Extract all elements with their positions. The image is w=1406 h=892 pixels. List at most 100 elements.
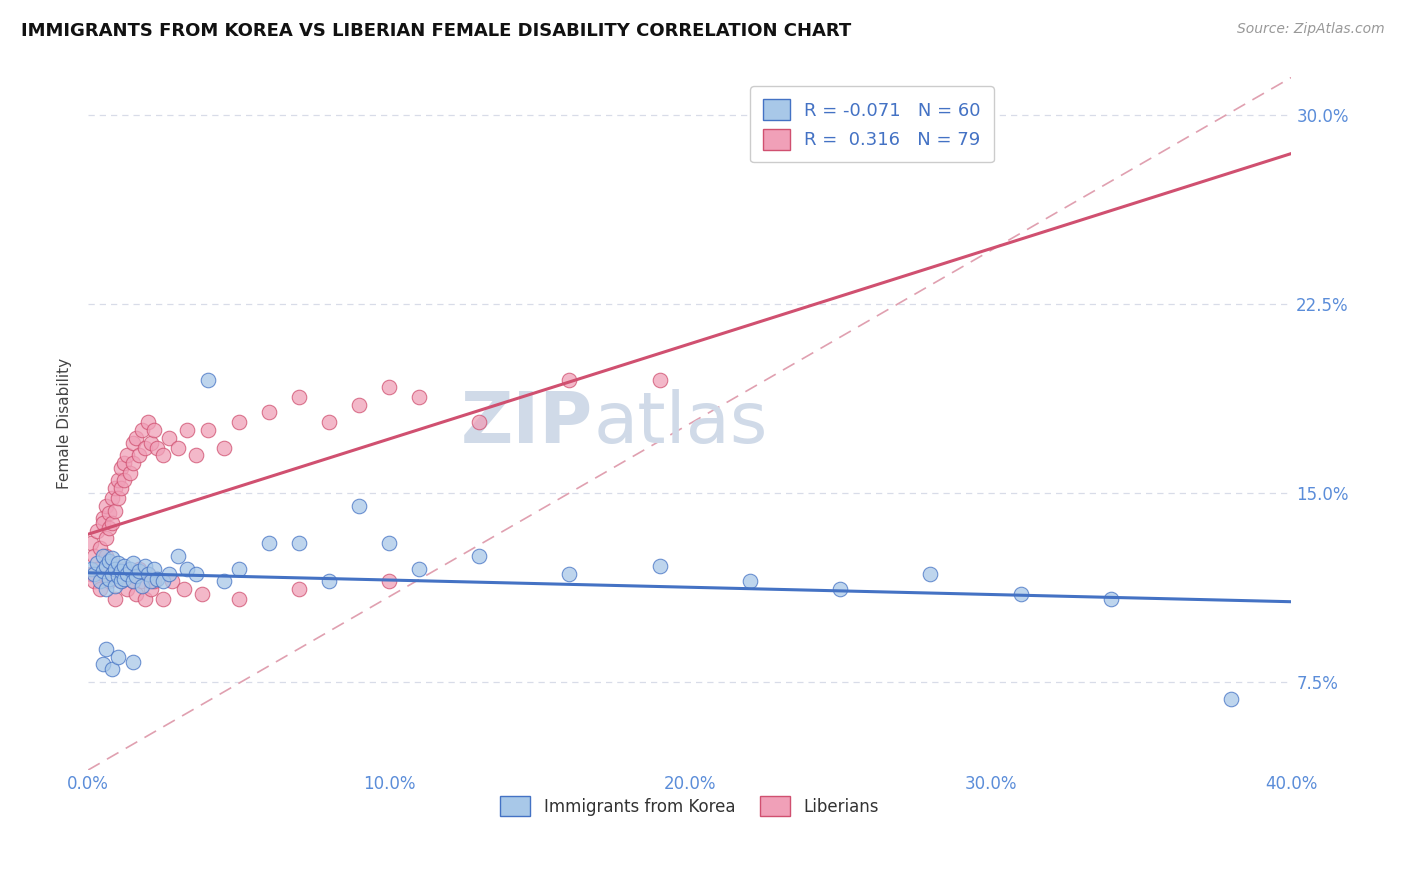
Point (104, 561, 127, 575)
Point (378, 536, 401, 550)
Point (117, 566, 139, 581)
Point (89, 582, 111, 596)
Point (96, 549, 118, 563)
Point (197, 373, 219, 387)
Point (257, 405, 280, 419)
Point (117, 582, 139, 596)
Point (120, 466, 142, 480)
Point (104, 503, 127, 517)
Point (96, 642, 118, 657)
Point (120, 561, 142, 575)
Point (143, 561, 166, 575)
Point (98, 554, 121, 568)
Point (117, 448, 139, 462)
Point (104, 481, 127, 495)
Legend: Immigrants from Korea, Liberians: Immigrants from Korea, Liberians (492, 788, 887, 824)
Point (152, 574, 174, 588)
Point (112, 561, 135, 575)
Point (212, 441, 235, 455)
Point (96, 582, 118, 596)
Point (112, 559, 135, 574)
Point (468, 416, 491, 430)
Point (318, 416, 340, 430)
Point (134, 559, 156, 574)
Point (152, 591, 174, 606)
Point (228, 416, 250, 430)
Point (110, 574, 132, 588)
Point (134, 591, 156, 606)
Point (89, 541, 111, 556)
Point (191, 587, 214, 601)
Point (920, 566, 942, 581)
Point (134, 441, 156, 455)
Point (83, 574, 105, 588)
Point (86, 524, 108, 538)
Point (648, 559, 671, 574)
Point (101, 551, 124, 566)
Point (131, 579, 153, 593)
Point (186, 566, 208, 581)
Point (91, 516, 114, 531)
Point (80, 536, 103, 550)
Text: IMMIGRANTS FROM KOREA VS LIBERIAN FEMALE DISABILITY CORRELATION CHART: IMMIGRANTS FROM KOREA VS LIBERIAN FEMALE… (21, 22, 852, 40)
Point (91, 564, 114, 578)
Point (347, 398, 370, 412)
Point (257, 536, 280, 550)
Point (408, 390, 430, 404)
Point (378, 380, 401, 394)
Point (136, 566, 159, 581)
Point (197, 423, 219, 437)
Point (128, 448, 150, 462)
Point (136, 416, 159, 430)
Point (131, 423, 153, 437)
Point (86, 557, 108, 571)
Point (83, 549, 105, 563)
Point (136, 566, 159, 581)
Point (112, 572, 135, 586)
Point (83, 566, 105, 581)
Point (101, 662, 124, 676)
Point (1099, 591, 1122, 606)
Point (91, 566, 114, 581)
Text: ZIP: ZIP (461, 389, 593, 458)
Point (131, 574, 153, 588)
Point (91, 657, 114, 672)
Point (167, 441, 190, 455)
Point (89, 574, 111, 588)
Point (408, 561, 430, 575)
Point (125, 587, 148, 601)
Point (104, 591, 127, 606)
Point (110, 481, 132, 495)
Point (101, 516, 124, 531)
Point (112, 474, 135, 488)
Point (468, 549, 491, 563)
Point (830, 582, 852, 596)
Point (228, 561, 250, 575)
Point (287, 536, 309, 550)
Point (110, 460, 132, 475)
Point (98, 572, 121, 586)
Point (107, 474, 129, 488)
Point (98, 574, 121, 588)
Point (120, 566, 142, 581)
Point (80, 561, 103, 575)
Point (157, 566, 180, 581)
Point (122, 557, 145, 571)
Point (378, 574, 401, 588)
Point (212, 574, 235, 588)
Point (110, 574, 132, 588)
Point (91, 511, 114, 525)
Point (101, 557, 124, 571)
Point (104, 579, 127, 593)
Point (186, 448, 208, 462)
Point (146, 441, 169, 455)
Point (173, 582, 195, 596)
Point (101, 566, 124, 581)
Point (122, 456, 145, 470)
Point (157, 431, 180, 445)
Point (287, 390, 309, 404)
Y-axis label: Female Disability: Female Disability (58, 359, 72, 490)
Point (146, 572, 169, 586)
Point (96, 499, 118, 513)
Point (143, 423, 166, 437)
